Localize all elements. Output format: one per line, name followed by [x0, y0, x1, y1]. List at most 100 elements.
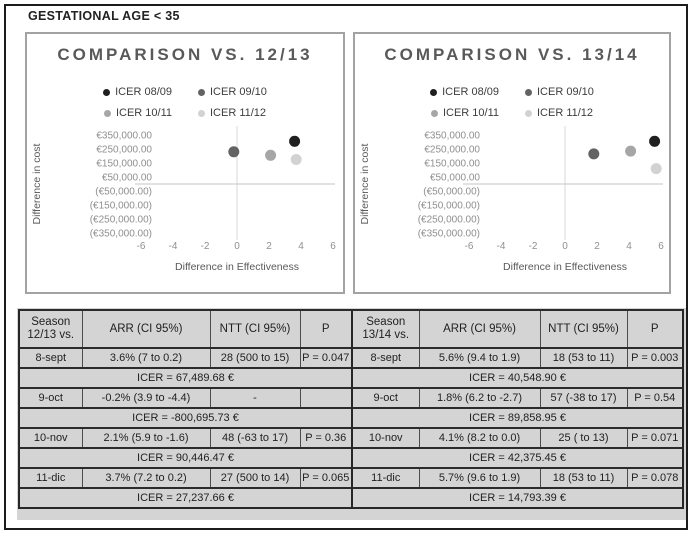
season-header-cell: Season 12/13 vs.	[19, 309, 82, 348]
x-axis-tick-label: -4	[169, 241, 178, 252]
chart-legend: ICER 08/09 ICER 09/10 ICER 10/11 ICER 11/12	[27, 86, 343, 119]
season-cell: 9-oct	[351, 387, 419, 408]
chart-legend: ICER 08/09 ICER 09/10 ICER 10/11 ICER 11/12	[355, 86, 669, 119]
legend-dot-icon	[525, 88, 532, 96]
x-axis-tick-label: 2	[594, 241, 600, 252]
legend-dot-icon	[430, 88, 438, 96]
arr-cell: 1.8% (6.2 to -2.7)	[418, 387, 540, 408]
p-cell: P = 0.078	[626, 467, 683, 488]
icer-row: ICER = 27,237.66 € ICER = 14,793.39 €	[19, 487, 683, 508]
x-axis-tick-label: 2	[266, 241, 272, 252]
p-cell: P = 0.047	[299, 347, 352, 368]
column-header-cell: NTT (CI 95%)	[209, 309, 300, 348]
data-point	[290, 154, 302, 165]
season-cell: 8-sept	[19, 347, 82, 368]
x-axis-tick-label: 0	[562, 241, 568, 252]
season-header-line1: Season	[366, 316, 406, 328]
icer-cell: ICER = 27,237.66 €	[19, 487, 352, 508]
icer-row: ICER = -800,695.73 € ICER = 89,858.95 €	[19, 407, 683, 428]
figure-frame: GESTATIONAL AGE < 35 COMPARISON VS. 12/1…	[4, 4, 688, 530]
legend-dot-icon	[103, 88, 111, 96]
x-axis-tick-label: -2	[529, 241, 538, 252]
ntt-cell: 57 (-38 to 17)	[539, 387, 627, 408]
y-axis-tick-label: (€350,000.00)	[90, 229, 152, 240]
x-axis-tick-label: 4	[298, 241, 304, 252]
season-cell: 10-nov	[19, 427, 82, 448]
data-point	[265, 149, 277, 161]
icer-cell: ICER = 90,446.47 €	[19, 447, 352, 468]
chart-title: COMPARISON VS. 12/13	[57, 45, 313, 64]
results-table: Season 12/13 vs. ARR (CI 95%) NTT (CI 95%) P…	[18, 309, 684, 509]
column-header-cell: ARR (CI 95%)	[418, 309, 540, 348]
arr-cell: 3.7% (7.2 to 0.2)	[81, 467, 210, 488]
chart-comparison-12-13: COMPARISON VS. 12/13 ICER 08/09 ICER 09/1…	[25, 32, 345, 294]
ntt-cell: 27 (500 to 14)	[209, 467, 300, 488]
arr-cell: 2.1% (5.9 to -1.6)	[81, 427, 210, 448]
arr-cell: 3.6% (7 to 0.2)	[81, 347, 210, 368]
legend-dot-icon	[198, 109, 205, 117]
x-axis-tick-label: -6	[137, 241, 146, 252]
y-axis-tick-label: (€150,000.00)	[90, 201, 152, 212]
legend-label: ICER 08/09	[115, 86, 172, 98]
legend-row: ICER 10/11 ICER 11/12	[430, 107, 593, 119]
y-axis-tick-label: €350,000.00	[424, 131, 480, 142]
p-cell: P = 0.065	[299, 467, 352, 488]
x-axis-tick-label: 4	[626, 241, 632, 252]
ntt-cell: 25 ( to 13)	[539, 427, 627, 448]
ntt-cell: 28 (500 to 15)	[209, 347, 300, 368]
table-row: 8-sept 3.6% (7 to 0.2) 28 (500 to 15) P = 0…	[19, 347, 683, 368]
y-axis-tick-label: €150,000.00	[424, 159, 480, 170]
legend-item: ICER 08/09	[103, 86, 172, 98]
y-axis-tick-label: €350,000.00	[96, 131, 152, 142]
data-point	[289, 135, 301, 147]
legend-label: ICER 09/10	[210, 86, 267, 98]
icer-cell: ICER = 67,489.68 €	[19, 367, 352, 388]
icer-row: ICER = 67,489.68 € ICER = 40,548.90 €	[19, 367, 683, 388]
p-cell	[299, 387, 352, 408]
x-axis-tick-label: -2	[201, 241, 210, 252]
legend-item: ICER 09/10	[525, 86, 594, 98]
x-axis-tick-label: 6	[658, 241, 664, 252]
season-cell: 11-dic	[351, 467, 419, 488]
data-point	[625, 145, 637, 157]
y-axis-tick-label: €50,000.00	[102, 173, 152, 184]
season-cell: 11-dic	[19, 467, 82, 488]
icer-row: ICER = 90,446.47 € ICER = 42,375.45 €	[19, 447, 683, 468]
legend-item: ICER 11/12	[198, 107, 266, 119]
ntt-cell: 48 (-63 to 17)	[209, 427, 300, 448]
legend-label: ICER 11/12	[537, 107, 594, 119]
legend-row: ICER 10/11 ICER 11/12	[103, 107, 266, 119]
x-axis-tick-label: -4	[497, 241, 506, 252]
data-point	[649, 135, 661, 147]
season-cell: 10-nov	[351, 427, 419, 448]
column-header-cell: P	[299, 309, 352, 348]
y-axis-tick-label: €250,000.00	[96, 145, 152, 156]
arr-cell: 5.6% (9.4 to 1.9)	[418, 347, 540, 368]
ntt-cell: -	[209, 387, 300, 408]
ntt-cell: 18 (53 to 11)	[539, 467, 627, 488]
legend-item: ICER 10/11	[430, 107, 499, 119]
column-header-cell: ARR (CI 95%)	[81, 309, 210, 348]
ntt-cell: 18 (53 to 11)	[539, 347, 627, 368]
scatter-plot: €350,000.00 €250,000.00 €150,000.00 €50,000…	[359, 126, 664, 273]
season-header-cell: Season 13/14 vs.	[351, 309, 419, 348]
chart-title: COMPARISON VS. 13/14	[384, 45, 640, 64]
x-axis-tick-label: 6	[330, 241, 336, 252]
x-axis-title: Difference in Effectiveness	[175, 261, 299, 273]
legend-label: ICER 09/10	[537, 86, 594, 98]
p-cell: P = 0.54	[626, 387, 683, 408]
legend-item: ICER 11/12	[525, 107, 593, 119]
chart-comparison-13-14: COMPARISON VS. 13/14 ICER 08/09 ICER 09/1…	[353, 32, 671, 294]
table-row: 11-dic 3.7% (7.2 to 0.2) 27 (500 to 14) P =…	[19, 467, 683, 488]
p-cell: P = 0.003	[626, 347, 683, 368]
icer-cell: ICER = 14,793.39 €	[351, 487, 683, 508]
legend-item: ICER 10/11	[103, 107, 172, 119]
arr-cell: -0.2% (3.9 to -4.4)	[81, 387, 210, 408]
season-header-line2: 12/13 vs.	[27, 329, 75, 341]
legend-dot-icon	[430, 109, 438, 117]
icer-cell: ICER = 42,375.45 €	[351, 447, 683, 468]
table-header-row: Season 12/13 vs. ARR (CI 95%) NTT (CI 95%) P…	[19, 309, 683, 348]
x-axis-title: Difference in Effectiveness	[503, 261, 627, 273]
legend-label: ICER 10/11	[115, 107, 172, 119]
arr-cell: 4.1% (8.2 to 0.0)	[418, 427, 540, 448]
